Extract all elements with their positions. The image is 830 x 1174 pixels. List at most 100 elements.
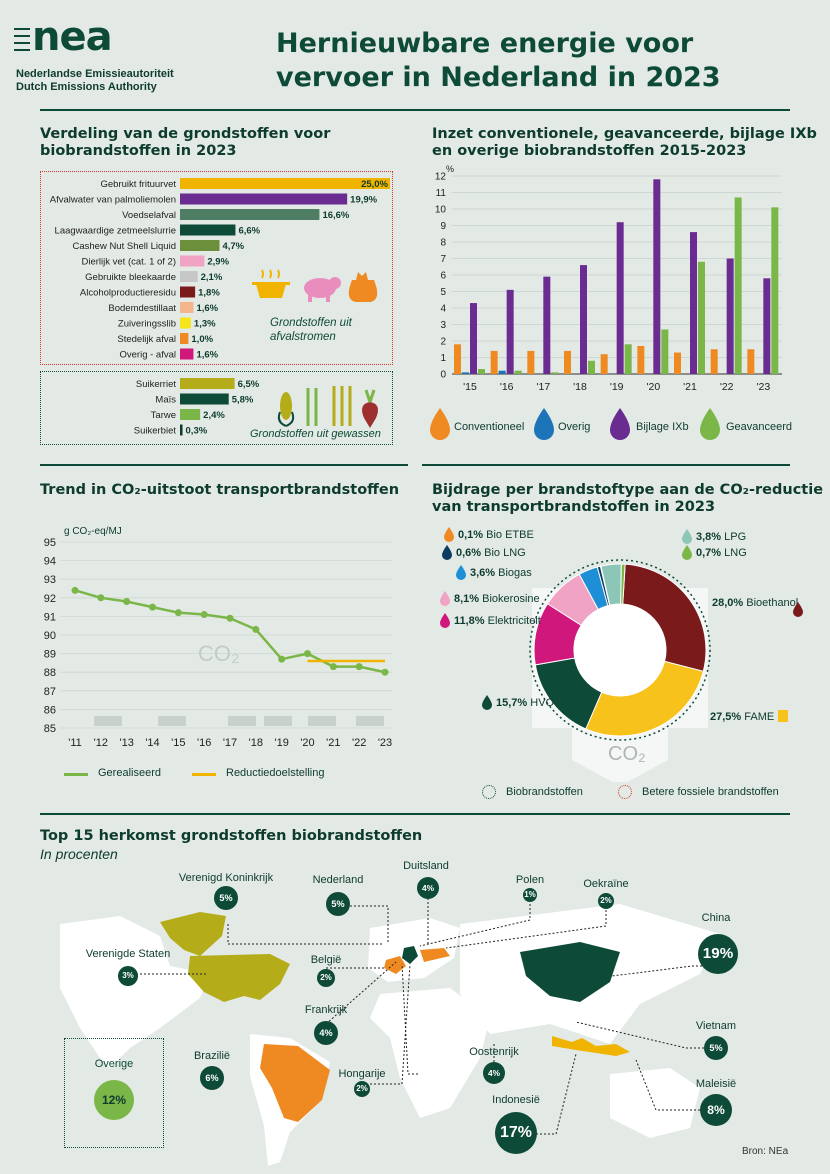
country-name: Vietnam [695, 1020, 737, 1032]
country-name: Frankrijk [304, 1004, 348, 1016]
other-box [64, 1038, 164, 1148]
legend-overig: Overig [558, 421, 591, 433]
y-tick-label: 12 [435, 172, 447, 183]
feedstock-label: Cashew Nut Shell Liquid [72, 241, 176, 252]
feedstock-value: 2,1% [201, 272, 223, 283]
x-tick-label: '15 [463, 381, 477, 393]
feedstock-value: 6,6% [238, 226, 260, 237]
france-highlight [384, 956, 406, 974]
y-tick-label: 1 [440, 353, 446, 364]
feedstock-label: Gebruikte bleekaarde [85, 272, 176, 283]
crop-icons [277, 386, 378, 428]
country-value-badge: 1% [523, 888, 537, 902]
waste-group-label: Grondstoffen uit afvalstromen [270, 317, 352, 343]
country-name: Indonesië [492, 1094, 540, 1106]
fuel-type-icon [682, 529, 692, 544]
feedstock-bar [180, 286, 196, 298]
waste-group-box [40, 171, 393, 365]
y-tick-label: 11 [436, 188, 447, 199]
donut-label-elektriciteit: 11,8% Elektriciteit [454, 615, 541, 627]
country-value-badge: 3% [118, 966, 138, 986]
feedstock-title-1: Verdeling van de grondstoffen voor [40, 126, 331, 142]
map-subtitle: In procenten [40, 846, 118, 862]
x-tick-label: '23 [378, 737, 392, 749]
usage-bar [470, 303, 477, 374]
feedstock-label: Voedselafval [122, 210, 176, 221]
realised-point [71, 586, 79, 594]
usage-title-2: en overige biobrandstoffen 2015-2023 [432, 143, 747, 159]
ship-drop-icon [610, 408, 630, 440]
legend-fossil-circle [618, 785, 632, 799]
country-value-badge: 6% [200, 1066, 224, 1090]
legend-bio-circle [482, 785, 496, 799]
country-value-badge: 8% [700, 1094, 732, 1126]
usage-bar [637, 345, 645, 374]
org-name-en: Dutch Emissions Authority [16, 81, 157, 93]
usage-bar [661, 329, 669, 374]
fuel-type-icon [682, 545, 692, 560]
x-tick-label: '17 [223, 737, 237, 749]
donut-label-lng: 0,7% LNG [696, 547, 747, 559]
country-value-badge: 4% [483, 1062, 505, 1084]
fish-drop-icon [534, 408, 554, 440]
feedstock-bar [180, 378, 235, 389]
realised-point [226, 614, 234, 622]
donut-value: 0,1% [458, 529, 486, 541]
donut-value: 8,1% [454, 593, 482, 605]
x-tick-label: '21 [326, 737, 340, 749]
x-tick-label: '22 [720, 381, 734, 393]
usage-bar [771, 207, 779, 374]
feedstock-value: 1,3% [194, 319, 216, 330]
usage-bar [653, 179, 661, 374]
donut-title-2: van transportbrandstoffen in 2023 [432, 499, 716, 515]
waste-icons [252, 269, 378, 302]
country-value-badge: 4% [417, 877, 439, 899]
y-tick-label: 7 [440, 254, 446, 265]
north-america-shape [60, 916, 210, 1068]
africa-shape [370, 988, 490, 1118]
x-tick-label: '11 [68, 737, 82, 749]
country-name: Maleisië [695, 1078, 737, 1090]
eastern-europe-highlight [420, 948, 450, 962]
bioethanol-icon [793, 602, 803, 617]
feedstock-bar [180, 224, 236, 236]
country-value-badge: 5% [214, 886, 238, 910]
usage-bar [588, 360, 595, 374]
sugarcane-icon [332, 386, 352, 426]
feedstock-label: Alcoholproductieresidu [80, 288, 176, 299]
map-title: Top 15 herkomst grondstoffen biobrandsto… [40, 828, 423, 844]
feedstock-label: Overig - afval [120, 350, 177, 361]
realised-point [97, 594, 105, 602]
bio-ring [529, 559, 711, 741]
country-name: Hongarije [338, 1068, 386, 1080]
crops-group-box [40, 371, 393, 445]
usage-bar [478, 369, 485, 374]
usage-bar [698, 261, 705, 374]
source: Bron: NEa [742, 1146, 789, 1157]
usage-bar-chart: 0123456789101112%'15'16'17'18'19'20'21'2… [435, 164, 782, 393]
realised-point [252, 625, 260, 633]
usage-bar [674, 352, 681, 374]
legend-line-yellow [192, 773, 216, 776]
fuel-drop-icon [430, 408, 450, 440]
realised-point [123, 598, 131, 606]
donut-hole [574, 604, 666, 696]
feedstock-bar [180, 393, 229, 405]
donut-label-biokerosine: 8,1% Biokerosine [454, 593, 540, 605]
x-tick-label: '12 [94, 737, 108, 749]
x-tick-label: '16 [500, 381, 514, 393]
truck-silhouette-icon [94, 716, 122, 726]
x-tick-label: '18 [573, 381, 587, 393]
indonesia-shape [552, 1036, 630, 1056]
org-name-nl: Nederlandse Emissieautoriteit [16, 68, 174, 80]
country-value-badge: 4% [314, 1021, 338, 1045]
realised-point [200, 611, 208, 619]
section-divider-right [422, 464, 790, 466]
usage-bar [624, 344, 632, 374]
usage-bar [763, 278, 771, 374]
donut-label-fame: 27,5% FAME [710, 711, 774, 723]
usage-bar [454, 344, 461, 374]
y-tick-label: 91 [44, 611, 56, 623]
advanced-drop-icon [700, 408, 720, 440]
logo-lines-icon [14, 28, 30, 51]
